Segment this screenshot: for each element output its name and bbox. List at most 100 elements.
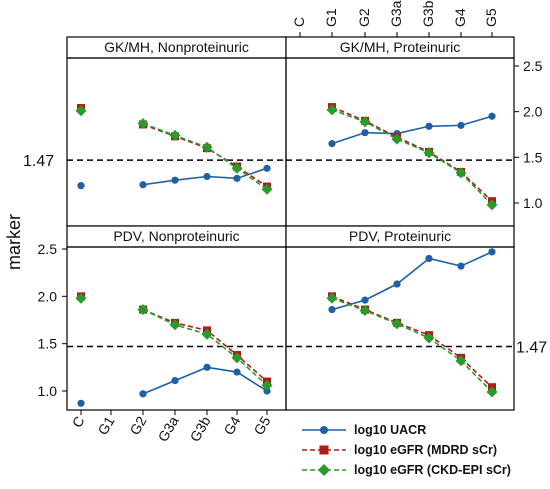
data-point — [137, 118, 149, 130]
data-point — [171, 176, 179, 184]
series-line — [331, 109, 493, 206]
data-point — [361, 296, 369, 304]
data-point — [137, 304, 149, 316]
data-point — [169, 319, 181, 331]
series-line — [142, 308, 268, 383]
reference-label-right: 1.47 — [516, 340, 547, 357]
data-point — [139, 181, 147, 189]
tick-label: 1.0 — [38, 383, 58, 399]
data-point — [263, 164, 271, 172]
data-point — [203, 172, 211, 181]
data-point — [139, 390, 147, 398]
panels-layer: GK/MH, Nonproteinuric GK/MH, Proteinuric P… — [66, 36, 515, 411]
tick-label: 1.5 — [523, 149, 543, 165]
tick-label: G4 — [452, 8, 468, 27]
panel-title: PDV, Nonproteinuric — [113, 228, 239, 244]
data-point — [455, 355, 467, 367]
series-line — [331, 297, 493, 393]
data-point — [261, 183, 273, 195]
tick-label: G1 — [94, 413, 117, 437]
data-point — [488, 112, 496, 120]
legend-item: log10 eGFR (MDRD sCr) — [302, 443, 497, 457]
data-point — [486, 199, 498, 211]
top-x-axis: C G1 G2 G3a G3b G4 G5 — [291, 0, 499, 37]
tick-label: 1.0 — [523, 195, 543, 211]
data-point — [391, 318, 403, 330]
data-point — [488, 248, 496, 256]
left-y-axis: 1.0 1.5 2.0 2.5 — [38, 241, 67, 399]
tick-label: G5 — [250, 413, 273, 437]
tick-label: C — [291, 17, 307, 27]
tick-label: 2.0 — [38, 288, 58, 304]
panel-4: PDV, Proteinuric — [285, 225, 515, 411]
tick-label: 2.0 — [523, 104, 543, 120]
data-point — [328, 305, 336, 314]
series-3 — [75, 292, 273, 391]
panel-frame — [285, 57, 515, 227]
tick-label: G1 — [323, 8, 339, 27]
panel-frame — [66, 57, 287, 227]
data-point — [201, 328, 213, 340]
data-point — [77, 182, 85, 190]
data-point — [326, 104, 338, 116]
data-point — [425, 254, 433, 263]
tick-label: G3b — [187, 413, 214, 444]
tick-label: G3b — [420, 0, 436, 27]
data-point — [326, 292, 338, 304]
series-1 — [328, 248, 496, 314]
legend: log10 UACR log10 eGFR (MDRD sCr) log10 eGF… — [298, 416, 514, 480]
series-1 — [77, 363, 271, 407]
legend-label: log10 eGFR (MDRD sCr) — [354, 443, 497, 457]
data-point — [423, 332, 435, 344]
data-point — [393, 280, 401, 288]
data-point — [455, 167, 467, 179]
legend-label: log10 UACR — [354, 423, 426, 437]
axes-layer: C G1 G2 G3a G3b G4 G5C G1 G2 G3a G3b G4 G51.01.52.02… — [4, 0, 547, 444]
data-point — [75, 292, 87, 304]
panel-title: GK/MH, Nonproteinuric — [104, 39, 249, 55]
panel-3: PDV, Nonproteinuric — [66, 225, 287, 411]
tick-label: 1.5 — [38, 336, 58, 352]
series-line — [142, 308, 268, 386]
series-3 — [326, 292, 498, 398]
series-line — [331, 106, 493, 202]
data-point — [486, 386, 498, 398]
y-axis-label: marker — [4, 214, 24, 270]
series-3 — [326, 104, 498, 211]
panel-frame — [285, 246, 515, 411]
right-y-axis: 1.0 1.5 2.0 2.5 — [514, 58, 543, 211]
data-point — [391, 133, 403, 145]
data-point — [359, 116, 371, 128]
legend-marker — [318, 464, 330, 476]
series-3 — [75, 105, 273, 195]
data-point — [361, 129, 369, 137]
series-line — [331, 251, 493, 311]
legend-item: log10 UACR — [302, 423, 426, 437]
panel-title: PDV, Proteinuric — [349, 228, 451, 244]
data-point — [457, 262, 465, 270]
reference-label-left: 1.47 — [23, 153, 54, 170]
data-point — [231, 162, 243, 174]
data-point — [425, 122, 433, 130]
data-point — [423, 147, 435, 159]
legend-marker — [319, 445, 329, 455]
series-2 — [328, 103, 496, 206]
legend-label: log10 eGFR (CKD-EPI sCr) — [354, 463, 511, 477]
data-point — [233, 368, 241, 376]
tick-label: G5 — [483, 8, 499, 27]
tick-label: G2 — [356, 8, 372, 27]
tick-label: G3a — [388, 0, 404, 27]
data-point — [328, 140, 336, 148]
panel-1: GK/MH, Nonproteinuric — [66, 36, 287, 227]
tick-label: 2.5 — [523, 58, 543, 74]
data-point — [263, 387, 271, 395]
series-line — [331, 115, 493, 145]
panel-title: GK/MH, Proteinuric — [340, 39, 461, 55]
data-point — [169, 129, 181, 141]
series-1 — [328, 112, 496, 148]
data-point — [233, 174, 241, 182]
data-point — [231, 352, 243, 364]
series-line — [142, 366, 268, 395]
